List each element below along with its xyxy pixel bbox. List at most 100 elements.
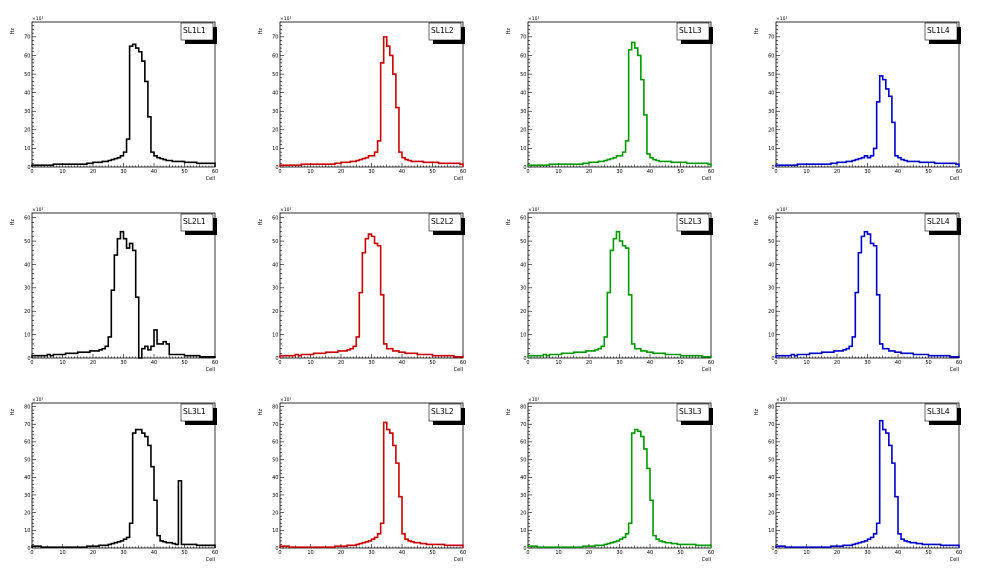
histogram-bin [289, 356, 292, 358]
histogram-bin [803, 164, 806, 167]
histogram-bin [674, 544, 677, 548]
histogram-bin [632, 433, 635, 548]
histogram-bin [188, 544, 191, 548]
histogram-bin [75, 164, 78, 167]
y-tick-label: 60 [768, 215, 774, 221]
histogram-sl1l1: 0 10 20 30 40 50 60 0 10 20 30 40 50 60 70 ×10³ Hz Cell SL… [10, 16, 218, 182]
legend-box [428, 213, 462, 232]
x-tick-label: 50 [677, 169, 683, 175]
histogram-bin [120, 541, 123, 548]
histogram-bin [635, 349, 638, 358]
y-tick-label: 0 [771, 356, 774, 362]
histogram-bin [534, 546, 537, 548]
histogram-bin [301, 164, 304, 167]
histogram-bin [800, 547, 803, 548]
histogram-bin [586, 351, 589, 358]
histogram-bin [212, 163, 215, 167]
y-tick-label: 40 [272, 262, 278, 268]
histogram-bin [448, 545, 451, 548]
x-axis-label: Cell [702, 176, 711, 182]
histogram-bin [696, 356, 699, 358]
histogram-bin [163, 160, 166, 167]
histogram-bin [913, 161, 916, 167]
y-tick-label: 80 [24, 404, 30, 410]
histogram-bin [185, 544, 188, 548]
histogram-bin [674, 354, 677, 358]
histogram-bin [402, 534, 405, 548]
histogram-bin [448, 163, 451, 167]
histogram-bin [341, 546, 344, 548]
x-tick-label: 10 [555, 169, 561, 175]
histogram-bin [871, 156, 874, 167]
histogram-bin [690, 544, 693, 548]
histogram-bin [429, 544, 432, 548]
histogram-bin [577, 547, 580, 548]
histogram-bin [571, 164, 574, 167]
histogram-bin [580, 164, 583, 167]
histogram-bin [108, 544, 111, 548]
histogram-bin [650, 500, 653, 548]
x-tick-label: 0 [526, 360, 529, 366]
y-tick-label: 10 [24, 332, 30, 338]
histogram-bin [822, 352, 825, 358]
histogram-bin [44, 165, 47, 167]
histogram-bin [151, 346, 154, 358]
histogram-bin [708, 545, 711, 548]
histogram-bin [819, 353, 822, 358]
x-tick-label: 30 [120, 169, 126, 175]
y-tick-label: 70 [24, 422, 30, 428]
histogram-bin [938, 356, 941, 358]
histogram-bin [892, 463, 895, 548]
histogram-bin [807, 164, 810, 167]
histogram-bin [568, 547, 571, 548]
x-tick-label: 0 [30, 169, 33, 175]
histogram-bin [610, 159, 613, 167]
histogram-bin [788, 356, 791, 358]
x-tick-label: 50 [181, 360, 187, 366]
histogram-bin [800, 354, 803, 358]
y-tick-label: 40 [768, 90, 774, 96]
histogram-bin [543, 165, 546, 167]
histogram-bin [840, 351, 843, 358]
histogram-bin [659, 541, 662, 548]
legend-title: SL1L4 [927, 26, 950, 35]
histogram-bin [788, 547, 791, 548]
histogram-bin [154, 500, 157, 548]
histogram-bin [191, 544, 194, 548]
histogram-bin [877, 102, 880, 167]
histogram-bin [861, 158, 864, 167]
histogram-bin [616, 232, 619, 358]
histogram-bin [301, 547, 304, 548]
x-axis-label: Cell [950, 557, 959, 563]
histogram-bin [175, 161, 178, 167]
histogram-bin [693, 544, 696, 548]
histogram-bin [528, 546, 531, 548]
histogram-bin [136, 297, 139, 358]
y-tick-label: 60 [272, 53, 278, 59]
histogram-bin [638, 55, 641, 167]
histogram-bin [63, 547, 66, 548]
histogram-bin [825, 164, 828, 167]
histogram-bin [613, 542, 616, 548]
histogram-bin [598, 545, 601, 548]
histogram-bin [347, 162, 350, 167]
histogram-bin [901, 160, 904, 167]
histogram-bin [644, 449, 647, 548]
histogram-bin [335, 352, 338, 358]
histogram-bin [396, 108, 399, 167]
histogram-bin [543, 354, 546, 358]
histogram-bin [598, 349, 601, 358]
histogram-bin [102, 349, 105, 358]
histogram-bin [797, 354, 800, 358]
histogram-bin [613, 158, 616, 167]
histogram-bin [858, 253, 861, 358]
histogram-bin [956, 545, 959, 548]
histogram-bin [200, 163, 203, 167]
histogram-bin [684, 356, 687, 358]
histogram-sl1l2: 0 10 20 30 40 50 60 0 10 20 30 40 50 60 70 ×10³ Hz Cell SL… [258, 16, 466, 182]
histogram-bin [932, 162, 935, 167]
x-tick-label: 30 [616, 550, 622, 556]
histogram-bin [822, 547, 825, 548]
histogram-bin [111, 544, 114, 548]
histogram-bin [831, 352, 834, 358]
